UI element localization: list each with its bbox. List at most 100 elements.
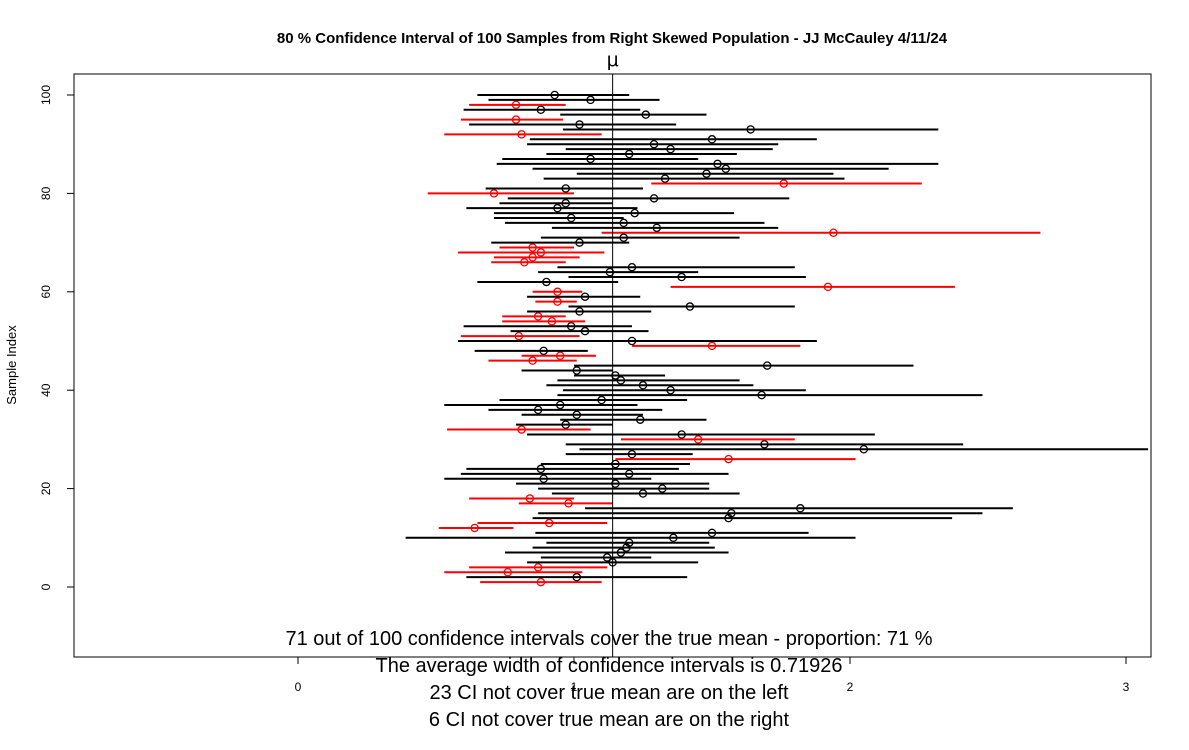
sample-mean-point <box>630 208 639 218</box>
sample-mean-point <box>503 567 513 577</box>
sample-mean-point <box>542 277 551 287</box>
sample-mean-point <box>555 400 565 410</box>
sample-mean-point <box>561 184 570 193</box>
y-tick-label: 40 <box>39 383 53 397</box>
sample-mean-point <box>829 228 838 238</box>
sample-mean-point <box>544 518 554 528</box>
sample-mean-point <box>525 494 535 503</box>
sample-mean-point <box>536 248 546 257</box>
sample-mean-point <box>550 90 559 100</box>
x-tick-label: 0 <box>295 680 302 694</box>
sample-mean-point <box>762 361 772 370</box>
sample-mean-point <box>520 258 529 267</box>
sample-mean-point <box>616 376 626 385</box>
x-tick-label: 1 <box>571 680 578 694</box>
sample-mean-point <box>575 307 584 316</box>
sample-mean-point <box>605 267 615 277</box>
y-tick-label: 80 <box>39 186 53 200</box>
sample-mean-point <box>511 115 521 124</box>
sample-mean-point <box>627 262 637 272</box>
sample-mean-point <box>536 577 546 587</box>
sample-mean-point <box>489 189 499 198</box>
sample-mean-point <box>796 504 805 513</box>
sample-mean-point <box>859 444 869 454</box>
sample-mean-point <box>517 130 526 139</box>
sample-mean-point <box>602 553 612 562</box>
x-tick-label: 3 <box>1123 680 1130 694</box>
sample-mean-point <box>511 100 521 110</box>
sample-mean-point <box>561 420 570 429</box>
sample-mean-point <box>727 508 736 518</box>
y-axis-label: Sample Index <box>4 325 19 405</box>
sample-mean-point <box>779 179 789 188</box>
sample-mean-point <box>627 449 637 459</box>
sample-mean-point <box>707 528 717 538</box>
sample-mean-point <box>533 563 543 572</box>
sample-mean-point <box>721 164 731 174</box>
annotation-text: 23 CI not cover true mean are on the lef… <box>429 682 789 704</box>
y-tick-label: 60 <box>39 285 53 299</box>
sample-mean-point <box>669 533 678 543</box>
sample-mean-point <box>555 351 565 361</box>
sample-mean-point <box>611 459 620 469</box>
sample-mean-point <box>547 317 557 326</box>
sample-mean-point <box>564 499 573 508</box>
sample-mean-point <box>649 139 659 149</box>
sample-mean-point <box>641 110 651 119</box>
sample-mean-point <box>624 469 634 479</box>
sample-mean-point <box>528 253 537 262</box>
sample-mean-point <box>707 341 717 351</box>
sample-mean-point <box>553 287 562 297</box>
sample-mean-point <box>580 292 590 301</box>
sample-mean-point <box>660 174 670 183</box>
sample-mean-point <box>553 297 562 306</box>
y-tick-label: 20 <box>39 482 53 496</box>
sample-mean-point <box>528 243 537 252</box>
sample-mean-point <box>649 194 659 203</box>
sample-mean-point <box>586 95 595 105</box>
sample-mean-point <box>760 440 769 449</box>
sample-mean-point <box>611 371 620 380</box>
annotation-group: 71 out of 100 confidence intervals cover… <box>285 628 932 731</box>
sample-mean-point <box>517 425 526 434</box>
interval-group <box>405 90 1149 587</box>
sample-mean-point <box>566 213 576 223</box>
sample-mean-point <box>693 435 703 444</box>
sample-mean-point <box>713 159 722 169</box>
sample-mean-point <box>572 366 582 375</box>
annotation-text: 6 CI not cover true mean are on the righ… <box>429 709 790 731</box>
sample-mean-point <box>635 415 645 424</box>
sample-mean-point <box>470 523 479 533</box>
x-axis: 0 1 2 3 <box>295 656 1130 694</box>
x-tick-label: 2 <box>847 680 854 694</box>
sample-mean-point <box>553 203 562 213</box>
sample-mean-point <box>539 474 548 484</box>
sample-mean-point <box>658 484 667 493</box>
sample-mean-point <box>514 331 524 341</box>
sample-mean-point <box>536 105 546 115</box>
sample-mean-point <box>757 390 766 400</box>
sample-mean-point <box>561 198 570 208</box>
sample-mean-point <box>619 218 628 228</box>
sample-mean-point <box>533 312 543 321</box>
sample-mean-point <box>572 572 582 582</box>
sample-mean-point <box>627 336 637 346</box>
sample-mean-point <box>638 381 648 390</box>
sample-mean-point <box>666 385 675 395</box>
sample-mean-point <box>685 302 695 311</box>
sample-mean-point <box>539 346 548 356</box>
sample-mean-point <box>586 154 595 164</box>
sample-mean-point <box>575 120 584 129</box>
annotation-text: The average width of confidence interval… <box>376 655 843 677</box>
sample-mean-point <box>580 326 590 336</box>
sample-mean-point <box>666 144 675 154</box>
true-mean-label: μ <box>607 49 619 71</box>
chart-title: 80 % Confidence Interval of 100 Samples … <box>277 30 948 47</box>
sample-mean-point <box>533 405 543 415</box>
annotation-text: 71 out of 100 confidence intervals cover… <box>285 628 932 650</box>
sample-mean-point <box>702 169 711 178</box>
sample-mean-point <box>652 223 662 233</box>
sample-mean-point <box>575 238 584 247</box>
sample-mean-point <box>707 135 717 144</box>
